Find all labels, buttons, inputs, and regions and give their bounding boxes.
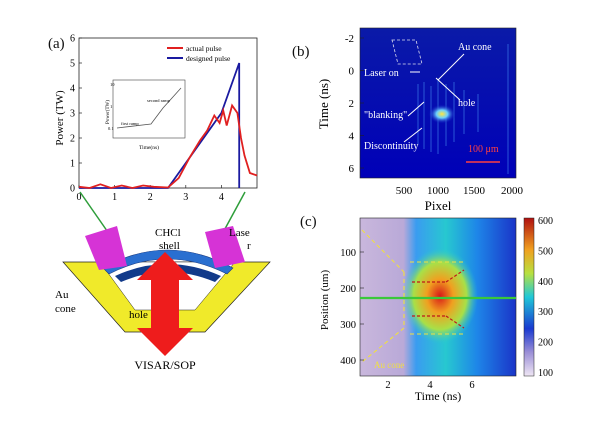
laser-beam-left [85,226,127,270]
label-cone: cone [55,303,76,315]
inset-second-ramp: second ramp [147,98,171,103]
panel-b-label: (b) [292,44,310,60]
legend-designed-pulse: designed pulse [186,54,231,63]
c-y-axis-label: Position (um) [319,270,331,331]
panel-a-label: (a) [48,36,65,52]
series-actual-pulse [78,103,258,189]
colorbar-tick-400: 400 [538,277,553,288]
panel-c-label: (c) [300,214,317,230]
annot-au-cone-c: Au cone [374,360,404,370]
y-tick-label-0: 0 [70,184,75,195]
inset-curve [116,87,182,129]
annot-au-cone: Au cone [458,42,492,53]
c-ytick-200: 200 [340,284,356,295]
y-tick-label-4: 4 [70,84,75,95]
label-chcl: CHCl [155,227,181,239]
pulse-chart: Power (TW) 0 1 2 3 4 0 1 2 3 4 5 6 actual pulse des… [55,34,258,203]
colorbar-tick-100: 100 [538,368,553,379]
b-xtick-500: 500 [396,185,413,197]
b-xtick-1000: 1000 [427,185,450,197]
cone-outline [361,229,464,363]
b-y-axis-label: Time (ns) [318,79,331,129]
annotation-arrows [403,53,465,143]
y-tick-label-3: 3 [70,109,75,120]
c-ytick-400: 400 [340,356,356,367]
colorbar-tick-300: 300 [538,307,553,318]
b-ytick-0: 0 [349,66,355,78]
colorbar-tick-200: 200 [538,338,553,349]
diagnostic-arrow [137,252,193,356]
x-tick-label-0: 0 [77,192,82,203]
b-ytick-6: 6 [349,163,355,175]
inset-plot: Power(TW) Time(ns) first ramp second ram… [106,79,186,151]
scalebar-label: 100 μm [468,144,499,155]
chcl-shell [102,249,234,275]
inset-ytick-01: 0.1 [108,126,114,131]
hot-spot [428,104,456,124]
y-tick-label-6: 6 [70,34,75,45]
b-ytick-2: 2 [349,98,355,110]
laser-beam-right [205,226,245,268]
c-xtick-4: 4 [427,380,433,391]
b-ytick--2: -2 [345,33,354,45]
position-time-map: Au cone Position (um) 100 200 300 400 2 4 6 T… [319,216,553,403]
annot-discontinuity: Discontinuity [364,141,418,152]
heatmap-hotspot [402,248,478,344]
streak-image-panel: Time (ns) -2 0 2 4 6 500 1000 1500 2000 Pixel A… [318,27,524,213]
inset-xlabel: Time(ns) [139,144,159,151]
annot-blanking: "blanking" [364,110,407,121]
b-xtick-2000: 2000 [501,185,524,197]
legend: actual pulse designed pulse [167,44,231,63]
inset-frame [112,79,186,139]
inset-ylabel: Power(TW) [106,100,111,124]
c-x-axis-label: Time (ns) [415,389,462,403]
b-xtick-1500: 1500 [463,185,486,197]
target-schematic: CHCl shell Lase r Au cone hole VISAR/SOP [55,226,271,372]
y-axis-label: Power (TW) [55,90,66,146]
colorbar [523,217,535,377]
annot-hole: hole [458,98,476,109]
b-x-axis-label: Pixel [425,198,452,213]
colorbar-tick-600: 600 [538,216,553,227]
inset-ytick-10: 10 [110,82,115,87]
label-laser: Lase [229,227,250,239]
c-xtick-6: 6 [469,380,474,391]
c-ytick-100: 100 [340,248,356,259]
x-tick-label-1: 1 [112,192,117,203]
label-laser-r: r [247,240,251,252]
label-au: Au [55,289,69,301]
x-tick-label-3: 3 [183,192,188,203]
y-tick-label-1: 1 [70,159,75,170]
inset-first-ramp: first ramp [121,121,139,126]
legend-actual-pulse: actual pulse [186,44,222,53]
c-xtick-2: 2 [385,380,390,391]
dashed-region [391,39,423,65]
y-tick-label-2: 2 [70,134,75,145]
colorbar-tick-500: 500 [538,246,553,257]
inset-ytick-1: 1 [110,104,112,109]
x-tick-label-2: 2 [148,192,153,203]
shell-inner [115,264,221,282]
c-ytick-300: 300 [340,320,356,331]
label-hole: hole [129,309,148,321]
annot-laser-on: Laser on [364,68,399,79]
label-visar-sop: VISAR/SOP [134,358,196,372]
x-tick-label-4: 4 [219,192,224,203]
b-ytick-4: 4 [349,131,355,143]
label-shell: shell [159,240,180,252]
red-dashed-marks [412,269,465,329]
y-tick-label-5: 5 [70,59,75,70]
